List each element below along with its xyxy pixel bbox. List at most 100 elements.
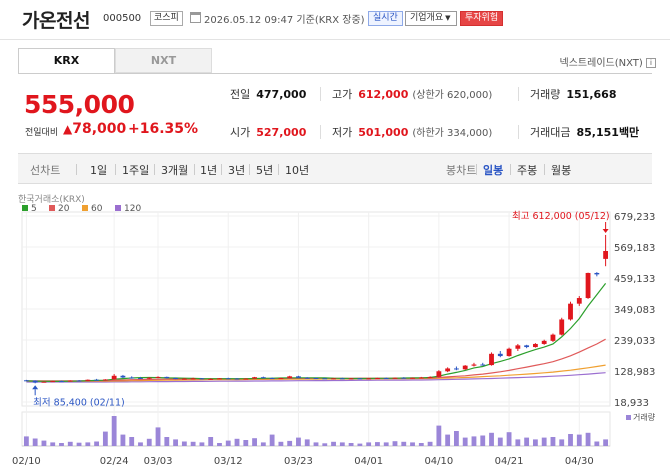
candle-body xyxy=(480,364,486,366)
candle-body xyxy=(418,377,424,379)
period-3m[interactable]: 3개월 xyxy=(161,164,189,177)
candle-body xyxy=(366,378,372,380)
volume-bar xyxy=(594,441,600,446)
tab-nxt[interactable]: NXT xyxy=(115,48,212,73)
calendar-icon xyxy=(190,12,201,23)
volume-legend-swatch xyxy=(626,415,631,420)
volume-bar xyxy=(59,443,64,446)
ma-legend-label-60: 60 xyxy=(91,204,103,214)
volume-bar xyxy=(111,416,117,446)
volume-bar xyxy=(102,431,108,446)
company-info-dropdown[interactable]: 기업개요 ▼ xyxy=(405,11,457,26)
x-tick-label: 04/10 xyxy=(424,456,453,467)
volume-bar xyxy=(181,441,187,446)
candle-body xyxy=(506,348,512,357)
candle-body xyxy=(260,377,266,379)
candle-body xyxy=(559,319,565,335)
candle-body xyxy=(50,381,56,383)
volume-bar xyxy=(392,441,398,446)
ma-legend-swatch-20 xyxy=(49,205,55,211)
volume-bar xyxy=(454,431,459,446)
candle-body xyxy=(427,376,433,378)
candle-body xyxy=(568,303,573,320)
y-tick-label: 679,233 xyxy=(614,212,655,223)
volume-bar xyxy=(67,441,73,446)
volume-bar xyxy=(445,434,451,446)
high-label: 고가 xyxy=(332,88,353,101)
y-tick-label: 128,983 xyxy=(614,367,655,378)
candle-monthly[interactable]: 월봉 xyxy=(551,164,572,177)
line-chart-button[interactable]: 선차트 xyxy=(30,164,61,177)
candle-weekly[interactable]: 주봉 xyxy=(517,164,538,177)
stock-header: 가온전선 000500 코스피 2026.05.12 09:47 기준(KRX … xyxy=(0,0,670,40)
volume-bar xyxy=(129,437,135,446)
candle-body xyxy=(155,376,161,378)
candle-body xyxy=(462,365,468,370)
volume-bar xyxy=(296,437,301,446)
chart-toolbar: 선차트 1일 1주일 3개월 1년 3년 5년 10년 봉차트 일봉 주봉 월봉 xyxy=(18,153,652,184)
x-tick-label: 03/03 xyxy=(144,456,173,467)
volume-bar xyxy=(515,439,521,446)
candle-body xyxy=(594,272,600,275)
candle-body xyxy=(296,376,301,378)
candle-body xyxy=(489,353,494,366)
candle-chart-button[interactable]: 봉차트 xyxy=(446,164,477,177)
volume-bar xyxy=(41,440,47,446)
ma-line-5 xyxy=(26,283,607,382)
ma-legend-swatch-60 xyxy=(82,205,88,211)
volume-bar xyxy=(462,437,468,446)
candle-body xyxy=(111,375,117,380)
volume-bar xyxy=(471,436,477,446)
risk-badge[interactable]: 투자위험 xyxy=(460,11,504,26)
volume-bar xyxy=(50,442,56,446)
ma-legend-label-20: 20 xyxy=(58,204,70,214)
stock-code: 000500 xyxy=(103,13,142,24)
change-amount: 78,000 xyxy=(72,121,127,137)
candle-body xyxy=(173,378,178,380)
tab-krx[interactable]: KRX xyxy=(18,48,115,73)
volume-bar xyxy=(410,442,415,446)
volume-bar xyxy=(287,440,293,446)
volume-bar xyxy=(23,436,29,446)
volume-bar xyxy=(217,443,222,446)
nextrade-link[interactable]: 넥스트레이드(NXT) i xyxy=(560,54,656,69)
candle-body xyxy=(138,378,143,380)
volume-bar xyxy=(313,442,319,446)
realtime-button[interactable]: 실시간 xyxy=(368,11,403,26)
period-5y[interactable]: 5년 xyxy=(256,164,274,177)
period-1w[interactable]: 1주일 xyxy=(122,164,150,177)
open-value: 527,000 xyxy=(256,126,307,139)
volume-bar xyxy=(366,442,372,446)
quote-prev-close: 전일 477,000 xyxy=(230,86,306,102)
y-tick-label: 18,933 xyxy=(614,398,649,409)
chevron-down-icon: ▼ xyxy=(445,14,451,22)
high-annotation: 최고 612,000 (05/12) xyxy=(512,211,610,222)
candle-body xyxy=(287,376,293,379)
volume-bar xyxy=(94,441,100,446)
y-tick-label: 349,083 xyxy=(614,305,655,316)
candle-daily[interactable]: 일봉 xyxy=(483,164,504,177)
period-10y[interactable]: 10년 xyxy=(285,164,310,177)
candle-body xyxy=(59,381,64,383)
volume-bar xyxy=(568,434,573,446)
high-value: 612,000 xyxy=(358,88,409,101)
volume-bar xyxy=(155,427,161,446)
candle-body xyxy=(146,377,152,379)
quote-volume: 거래량 151,668 xyxy=(530,86,616,102)
candle-body xyxy=(67,380,73,382)
period-1y[interactable]: 1년 xyxy=(200,164,218,177)
candle-body xyxy=(436,371,442,377)
period-1d[interactable]: 1일 xyxy=(90,164,108,177)
volume-bar xyxy=(339,442,345,446)
volume-bar xyxy=(243,440,249,446)
y-tick-label: 239,033 xyxy=(614,336,655,347)
candle-body xyxy=(208,378,214,380)
candle-body xyxy=(190,378,196,380)
volume-bar xyxy=(401,441,407,446)
volume-bar xyxy=(164,437,170,446)
period-3y[interactable]: 3년 xyxy=(228,164,246,177)
volume-bar xyxy=(120,434,126,446)
volume-bar xyxy=(375,442,380,446)
ma-line-60 xyxy=(26,364,606,382)
price-chart[interactable]: 한국거래소(KRX)5 20 60 120 679,233 569,183 459,133 3… xyxy=(0,190,670,476)
